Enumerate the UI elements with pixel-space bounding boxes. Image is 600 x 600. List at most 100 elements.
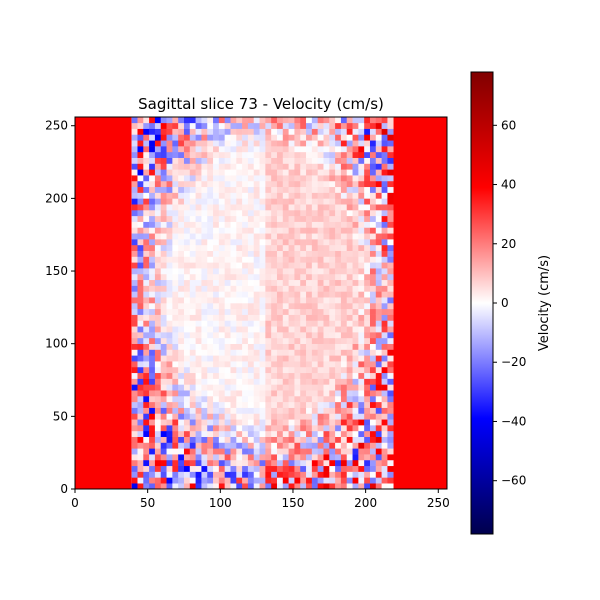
heatmap-cell [352,465,359,472]
heatmap-cell [387,215,394,222]
heatmap-cell [300,215,307,222]
heatmap-cell [137,326,144,333]
heatmap-cell [149,163,156,170]
heatmap-cell [381,221,388,228]
heatmap-cell [369,186,377,193]
heatmap-cell [236,140,243,147]
heatmap-cell [329,128,336,135]
heatmap-cell [259,180,266,188]
heatmap-cell [340,134,348,141]
heatmap-cell [236,227,243,234]
heatmap-cell [143,117,150,124]
heatmap-cell [387,256,394,263]
heatmap-cell [189,343,196,350]
heatmap-cell [282,285,289,292]
heatmap-cell [329,157,336,164]
heatmap-cell [369,204,377,211]
heatmap-cell [172,355,179,362]
heatmap-cell [323,459,330,467]
heatmap-cell [387,459,394,467]
heatmap-cell [282,442,289,449]
heatmap-cell [282,262,289,269]
heatmap-cell [247,407,255,414]
heatmap-cell [276,448,284,455]
heatmap-cell [335,146,342,153]
heatmap-cell [381,262,388,269]
heatmap-cell [358,361,365,368]
heatmap-cell [259,239,266,246]
heatmap-cell [282,279,289,286]
heatmap-cell [207,227,214,234]
heatmap-cell [346,361,353,368]
heatmap-cell [259,256,266,263]
heatmap-cell [253,140,260,147]
heatmap-cell [323,483,330,489]
heatmap-cell [375,186,382,193]
heatmap-cell [323,337,330,344]
heatmap-cell [375,337,382,344]
heatmap-cell [381,425,388,432]
heatmap-cell [236,186,243,193]
heatmap-cell [271,262,278,269]
heatmap-cell [201,122,208,129]
heatmap-cell [271,146,278,153]
heatmap-cell [143,175,150,182]
heatmap-cell [369,314,377,321]
heatmap-cell [369,349,377,356]
heatmap-cell [259,279,266,286]
heatmap-cell [207,192,214,199]
heatmap-cell [259,221,266,228]
heatmap-cell [253,378,260,385]
heatmap-cell [230,337,237,344]
heatmap-cell [160,448,167,455]
heatmap-cell [131,117,138,124]
heatmap-cell [242,204,249,211]
heatmap-cell [271,244,278,251]
heatmap-cell [352,401,359,408]
heatmap-cell [247,413,255,420]
heatmap-cell [358,407,365,414]
heatmap-cell [201,372,208,379]
heatmap-cell [236,378,243,385]
heatmap-cell [311,355,318,362]
heatmap-cell [230,372,237,379]
heatmap-cell [282,128,289,135]
heatmap-cell [131,210,138,217]
heatmap-cell [335,308,342,315]
heatmap-cell [143,343,150,350]
heatmap-cell [311,291,318,298]
heatmap-cell [137,384,144,391]
heatmap-cell [329,471,336,478]
heatmap-cell [271,465,278,472]
heatmap-cell [236,128,243,135]
heatmap-cell [154,320,162,327]
heatmap-cell [154,221,162,228]
heatmap-cell [346,180,353,188]
heatmap-cell [282,198,289,205]
heatmap-cell [329,332,336,339]
heatmap-cell [381,337,388,344]
heatmap-cell [335,279,342,286]
heatmap-cell [276,256,284,263]
heatmap-cell [352,221,359,228]
heatmap-cell [317,198,324,205]
heatmap-cell [340,151,348,158]
heatmap-cell [276,343,284,350]
heatmap-cell [288,407,295,414]
heatmap-cell [387,465,394,472]
heatmap-cell [311,407,318,414]
heatmap-cell [236,407,243,414]
heatmap-cell [224,180,231,188]
heatmap-cell [387,477,394,484]
heatmap-cell [247,233,255,240]
heatmap-cell [149,186,156,193]
heatmap-cell [131,465,138,472]
heatmap-cell [253,442,260,449]
heatmap-cell [230,436,237,443]
heatmap-cell [224,204,231,211]
heatmap-cell [352,366,359,374]
x-tick-label: 200 [354,496,377,510]
heatmap-cell [358,320,365,327]
heatmap-cell [340,372,348,379]
heatmap-cell [294,425,301,432]
